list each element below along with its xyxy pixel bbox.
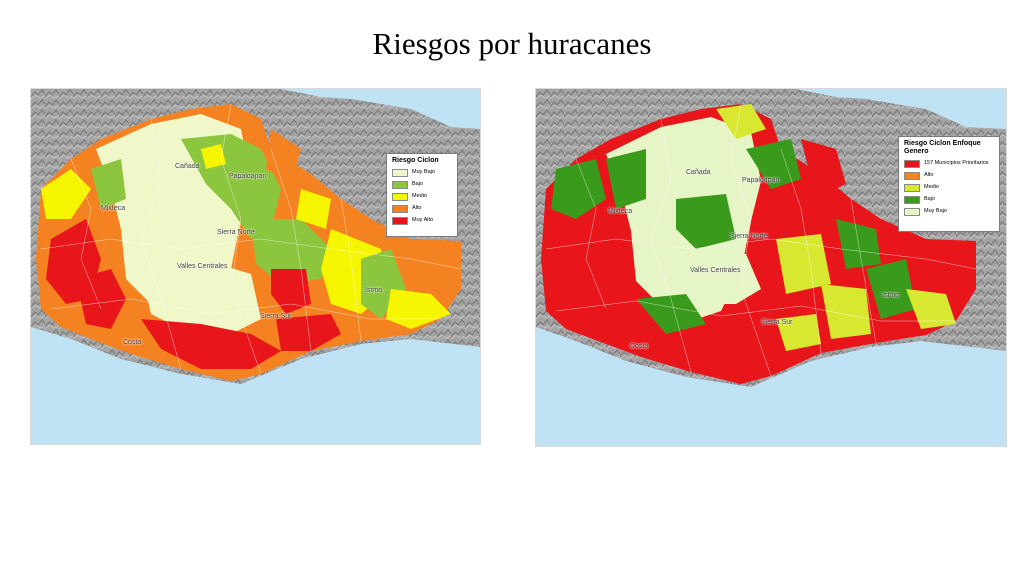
legend-item: Medio xyxy=(904,183,994,192)
legend-label: Medio xyxy=(412,193,427,199)
legend-title: Riesgo Ciclon xyxy=(392,157,439,164)
legend-item: Medio xyxy=(392,192,452,201)
oaxaca-municipalities xyxy=(541,104,976,384)
legend-swatch xyxy=(904,207,920,216)
legend-label: Alto xyxy=(924,172,934,178)
map-canvas-right xyxy=(536,89,1006,446)
legend-swatch xyxy=(904,183,920,192)
legend-item: 157 Municipios Prioritarios xyxy=(904,159,994,168)
region-label-sierra-norte: Sierra Norte xyxy=(730,233,768,240)
gulf-water xyxy=(281,89,480,129)
municipality-borders xyxy=(545,103,977,377)
legend-swatch xyxy=(392,192,408,201)
region-label-mixteca: Mixteca xyxy=(608,208,633,215)
legend-label: Alto xyxy=(412,205,422,211)
pacific-ocean xyxy=(31,327,480,444)
region-label-sierra-sur: Sierra Sur xyxy=(761,319,793,326)
region-label-istmo: Istmo xyxy=(365,287,383,294)
region-label-sierra-norte: Sierra Norte xyxy=(217,229,255,236)
oaxaca-municipalities xyxy=(36,104,461,381)
region-label-valles-centrales: Valles Centrales xyxy=(690,267,741,274)
region-label-canada: Cañada xyxy=(686,169,711,176)
legend-label: Bajo xyxy=(412,181,424,187)
legend-label: Bajo xyxy=(924,196,936,202)
legend-label: Muy Alto xyxy=(412,217,434,223)
legend-label: Muy Bajo xyxy=(412,169,435,175)
legend-swatch xyxy=(904,195,920,204)
legend-swatch xyxy=(392,216,408,225)
legend-item: Muy Bajo xyxy=(392,168,452,177)
legend-item: Muy Bajo xyxy=(904,207,994,216)
legend-swatch xyxy=(392,168,408,177)
legend-title: Riesgo Ciclon Enfoque Genero xyxy=(904,140,981,155)
region-label-costa: Costa xyxy=(630,343,649,350)
legend-item: Muy Alto xyxy=(392,216,452,225)
map-legend-right: Riesgo Ciclon Enfoque Genero 157 Municip… xyxy=(898,136,1000,232)
region-label-istmo: Istmo xyxy=(882,292,900,299)
legend-item: Bajo xyxy=(904,195,994,204)
gulf-water xyxy=(796,89,1006,129)
legend-label: Medio xyxy=(924,184,939,190)
region-label-canada: Cañada xyxy=(175,163,200,170)
slide-title: Riesgos por huracanes xyxy=(372,26,652,61)
region-label-valles-centrales: Valles Centrales xyxy=(177,263,228,270)
legend-swatch xyxy=(392,204,408,213)
gender-focus-risk-map: Mixteca Cañada Papaloapan Sierra Norte V… xyxy=(535,88,1007,447)
region-label-papaloapan: Papaloapan xyxy=(229,173,267,180)
region-label-costa: Costa xyxy=(123,339,142,346)
region-label-papaloapan: Papaloapan xyxy=(742,177,780,184)
region-label-mixteca: Mixteca xyxy=(101,205,126,212)
map-canvas-left xyxy=(31,89,480,444)
legend-swatch xyxy=(904,171,920,180)
legend-item: Bajo xyxy=(392,180,452,189)
hurricane-risk-map: Mixteca Cañada Papaloapan Sierra Norte V… xyxy=(30,88,481,445)
legend-label: Muy Bajo xyxy=(924,208,947,214)
legend-label: 157 Municipios Prioritarios xyxy=(924,160,989,166)
legend-item: Alto xyxy=(904,171,994,180)
municipality-borders xyxy=(40,103,462,375)
legend-swatch xyxy=(392,180,408,189)
region-label-sierra-sur: Sierra Sur xyxy=(260,313,292,320)
pacific-ocean xyxy=(536,327,1006,446)
legend-item: Alto xyxy=(392,204,452,213)
legend-swatch xyxy=(904,159,920,168)
map-legend-left: Riesgo Ciclon Muy Bajo Bajo Medio Alto M… xyxy=(386,153,458,237)
